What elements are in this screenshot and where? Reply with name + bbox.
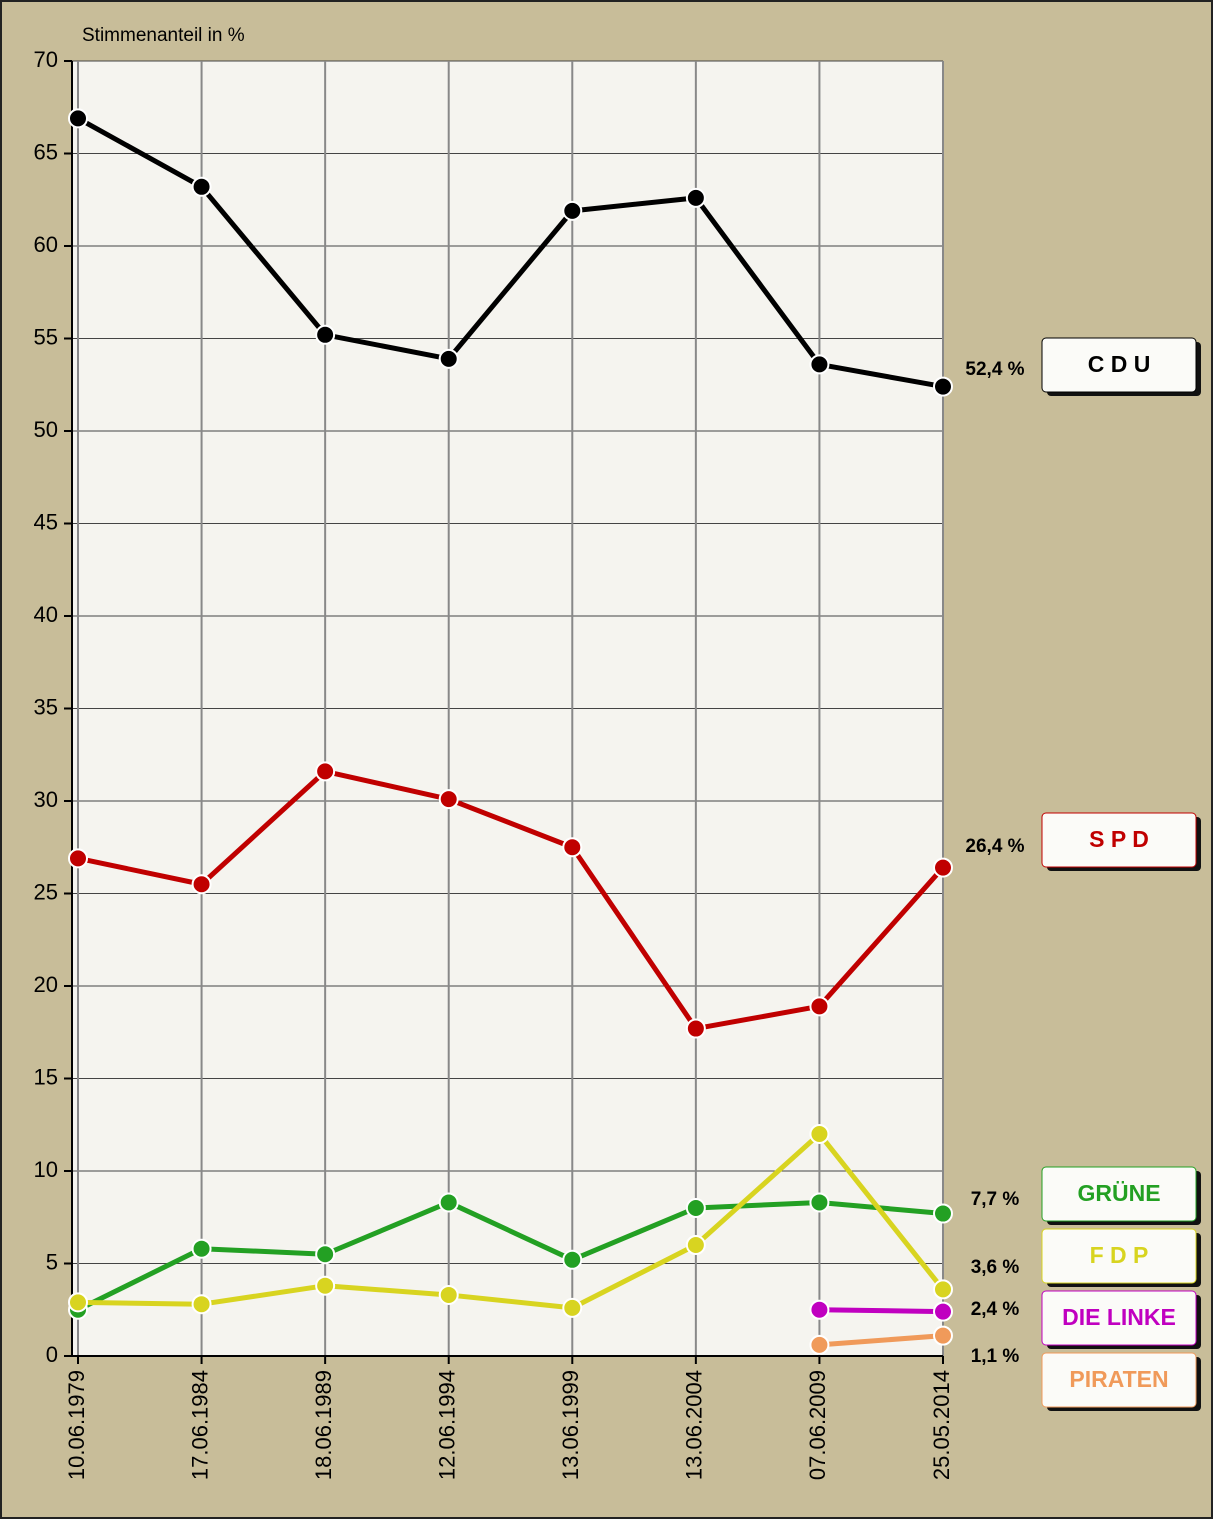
series-line bbox=[77, 768, 945, 1032]
data-point bbox=[809, 996, 830, 1017]
y-tick-label: 25 bbox=[34, 879, 58, 904]
data-point bbox=[562, 200, 583, 221]
data-point bbox=[191, 176, 212, 197]
data-point bbox=[933, 376, 953, 397]
y-tick-label: 20 bbox=[34, 972, 58, 997]
data-point bbox=[438, 1192, 459, 1213]
legend-box bbox=[1041, 337, 1197, 393]
data-point bbox=[68, 1292, 88, 1313]
series-line bbox=[76, 116, 944, 390]
value-label: 3,6 % bbox=[971, 1257, 1020, 1278]
data-point bbox=[685, 1018, 706, 1039]
y-tick-label: 5 bbox=[46, 1249, 58, 1274]
data-point bbox=[191, 1238, 212, 1259]
value-label: 26,4 % bbox=[965, 836, 1024, 857]
x-tick-label: 07.06.2009 bbox=[805, 1370, 830, 1480]
data-point bbox=[438, 348, 459, 369]
data-point bbox=[685, 187, 706, 208]
y-tick-label: 70 bbox=[34, 47, 58, 72]
data-point bbox=[562, 837, 583, 858]
data-point bbox=[191, 874, 212, 895]
legend-label: PIRATEN bbox=[1069, 1366, 1168, 1392]
legend-label: DIE LINKE bbox=[1062, 1304, 1176, 1330]
data-point bbox=[809, 1192, 830, 1213]
x-tick-label: 17.06.1984 bbox=[187, 1370, 212, 1480]
legend-box bbox=[1041, 1166, 1197, 1222]
data-point bbox=[809, 1299, 830, 1320]
x-tick-label: 13.06.2004 bbox=[682, 1370, 707, 1480]
y-tick-label: 50 bbox=[34, 417, 58, 442]
data-point bbox=[315, 1244, 336, 1265]
data-point bbox=[933, 1203, 953, 1224]
series-line bbox=[77, 1131, 945, 1311]
x-tick-label: 18.06.1989 bbox=[311, 1370, 336, 1480]
legend-box bbox=[1041, 1228, 1197, 1284]
x-tick-label: 25.05.2014 bbox=[929, 1370, 954, 1480]
series-line bbox=[76, 1199, 944, 1312]
value-label: 52,4 % bbox=[965, 359, 1024, 380]
data-point bbox=[68, 848, 88, 869]
data-point bbox=[191, 1294, 212, 1315]
y-tick-label: 0 bbox=[46, 1342, 58, 1367]
y-tick-label: 35 bbox=[34, 694, 58, 719]
y-tick-label: 10 bbox=[34, 1157, 58, 1182]
data-point bbox=[315, 324, 336, 345]
series-line bbox=[819, 1333, 944, 1348]
data-point bbox=[438, 1284, 459, 1305]
data-point bbox=[809, 1334, 830, 1355]
y-tick-label: 65 bbox=[34, 139, 58, 164]
legend-label: F D P bbox=[1090, 1242, 1149, 1268]
legend-box bbox=[1041, 812, 1197, 868]
data-point bbox=[68, 108, 88, 129]
legend-label: S P D bbox=[1089, 826, 1149, 852]
y-tick-label: 15 bbox=[34, 1064, 58, 1089]
legend-label: C D U bbox=[1088, 351, 1151, 377]
data-point bbox=[933, 1325, 953, 1346]
y-tick-label: 60 bbox=[34, 232, 58, 257]
data-point bbox=[685, 1235, 706, 1255]
data-point bbox=[562, 1249, 583, 1270]
y-axis-label: Stimmenanteil in % bbox=[82, 25, 245, 46]
data-point bbox=[562, 1297, 583, 1318]
data-point bbox=[438, 789, 459, 810]
y-tick-label: 40 bbox=[34, 602, 58, 627]
value-label: 1,1 % bbox=[971, 1346, 1020, 1367]
data-point bbox=[933, 857, 953, 878]
data-point bbox=[809, 354, 830, 375]
y-tick-label: 55 bbox=[34, 324, 58, 349]
data-point bbox=[315, 761, 336, 782]
legend-box bbox=[1041, 1352, 1197, 1408]
y-tick-label: 30 bbox=[34, 787, 58, 812]
legend-label: GRÜNE bbox=[1077, 1180, 1160, 1206]
x-tick-label: 13.06.1999 bbox=[558, 1370, 583, 1480]
x-tick-label: 10.06.1979 bbox=[64, 1370, 89, 1480]
legend-box bbox=[1041, 1290, 1197, 1346]
value-label: 7,7 % bbox=[971, 1189, 1020, 1210]
data-point bbox=[933, 1301, 953, 1322]
data-point bbox=[809, 1124, 830, 1144]
value-label: 2,4 % bbox=[971, 1299, 1020, 1320]
x-tick-label: 12.06.1994 bbox=[435, 1370, 460, 1480]
series-line bbox=[819, 1307, 944, 1315]
y-tick-label: 45 bbox=[34, 509, 58, 534]
data-point bbox=[685, 1198, 706, 1218]
data-point bbox=[933, 1279, 953, 1300]
data-point bbox=[315, 1275, 336, 1296]
